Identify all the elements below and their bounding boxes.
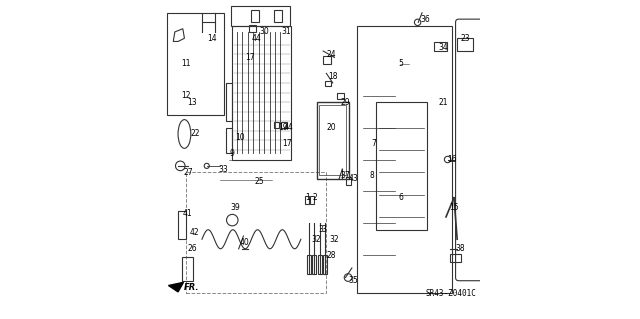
Bar — [274, 122, 280, 128]
Text: 35: 35 — [349, 276, 358, 285]
Text: 32: 32 — [311, 235, 321, 244]
Text: 38: 38 — [456, 244, 465, 253]
Bar — [312, 255, 316, 274]
Text: 34: 34 — [438, 43, 449, 52]
Text: 25: 25 — [255, 177, 264, 186]
Bar — [281, 122, 287, 128]
Bar — [317, 102, 349, 179]
Text: 15: 15 — [449, 203, 459, 212]
Text: 31: 31 — [282, 27, 291, 36]
Bar — [252, 10, 259, 22]
Text: 37: 37 — [340, 171, 351, 180]
Text: FR.: FR. — [184, 283, 199, 292]
Text: 27: 27 — [184, 168, 193, 177]
Bar — [323, 255, 326, 274]
Bar — [457, 38, 473, 51]
Text: 44: 44 — [284, 123, 293, 132]
Text: 40: 40 — [239, 238, 250, 247]
Bar — [324, 81, 330, 86]
Bar — [167, 13, 224, 115]
Text: 44: 44 — [252, 34, 261, 43]
Text: 17: 17 — [282, 139, 291, 148]
Bar — [232, 26, 291, 160]
Text: 36: 36 — [420, 15, 430, 24]
Polygon shape — [168, 282, 184, 292]
Bar — [356, 26, 452, 293]
Text: 16: 16 — [447, 155, 457, 164]
Bar — [434, 42, 447, 51]
Text: 19: 19 — [278, 123, 288, 132]
Text: 14: 14 — [207, 34, 216, 43]
Bar — [318, 255, 322, 274]
Bar — [319, 105, 346, 175]
Bar — [307, 255, 311, 274]
Text: 23: 23 — [460, 34, 470, 43]
Text: 2: 2 — [312, 193, 317, 202]
Text: 42: 42 — [189, 228, 199, 237]
Text: 3: 3 — [321, 225, 326, 234]
Text: 6: 6 — [398, 193, 403, 202]
Bar — [376, 102, 427, 230]
Text: 41: 41 — [182, 209, 192, 218]
Bar — [186, 172, 326, 293]
Text: 39: 39 — [230, 203, 241, 212]
Bar — [346, 177, 351, 185]
Text: 20: 20 — [326, 123, 336, 132]
Text: 18: 18 — [328, 72, 337, 81]
Text: 17: 17 — [245, 53, 255, 62]
Text: 26: 26 — [188, 244, 197, 253]
Text: 33: 33 — [218, 165, 228, 174]
Bar — [323, 56, 330, 64]
Text: 22: 22 — [191, 130, 200, 138]
Text: 3: 3 — [319, 225, 323, 234]
Text: 43: 43 — [349, 174, 358, 183]
Text: 11: 11 — [181, 59, 191, 68]
Bar — [337, 93, 344, 99]
Text: 8: 8 — [369, 171, 374, 180]
Bar — [226, 128, 232, 153]
Bar — [274, 10, 282, 22]
Text: 5: 5 — [398, 59, 403, 68]
Text: 24: 24 — [326, 50, 336, 59]
Text: 12: 12 — [181, 91, 191, 100]
Text: 30: 30 — [259, 27, 269, 36]
Bar — [178, 211, 186, 239]
Bar — [305, 196, 308, 204]
Text: 10: 10 — [236, 133, 245, 142]
Bar — [310, 196, 314, 204]
Text: 7: 7 — [371, 139, 376, 148]
Bar — [450, 254, 461, 262]
Text: 32: 32 — [330, 235, 339, 244]
Text: 21: 21 — [438, 98, 447, 107]
Bar — [230, 6, 290, 26]
Bar — [182, 257, 193, 281]
Text: SR43-Z0401C: SR43-Z0401C — [425, 289, 476, 298]
Text: 1: 1 — [306, 193, 310, 202]
Text: 9: 9 — [229, 149, 234, 158]
Text: 28: 28 — [326, 251, 336, 260]
Bar — [226, 83, 232, 121]
Text: 13: 13 — [188, 98, 197, 107]
Text: 29: 29 — [340, 98, 350, 107]
Bar — [249, 25, 256, 32]
